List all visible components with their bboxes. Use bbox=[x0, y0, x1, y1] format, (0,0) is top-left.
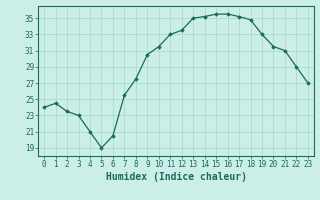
X-axis label: Humidex (Indice chaleur): Humidex (Indice chaleur) bbox=[106, 172, 246, 182]
